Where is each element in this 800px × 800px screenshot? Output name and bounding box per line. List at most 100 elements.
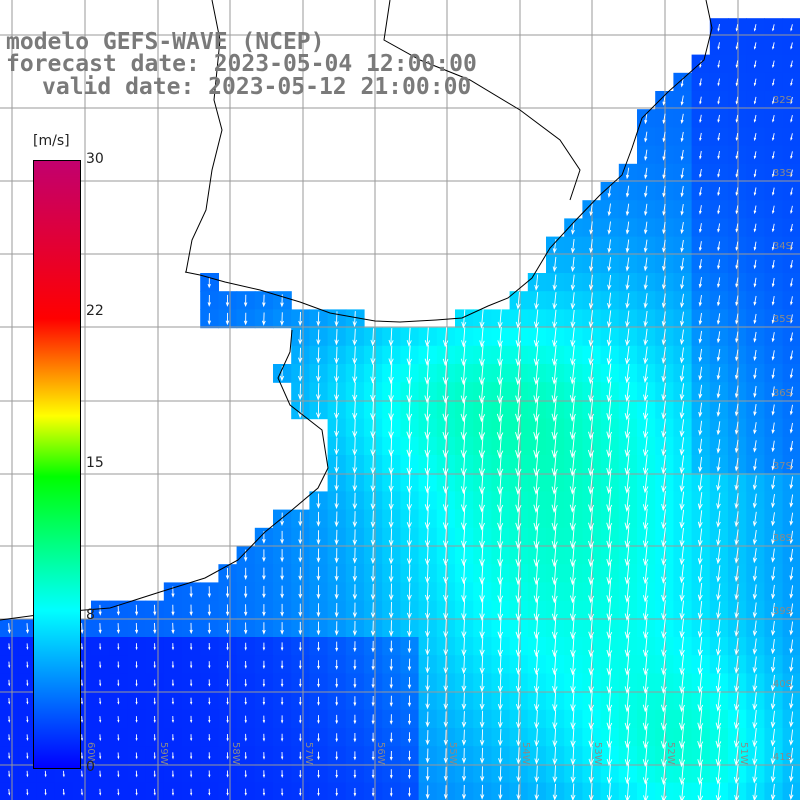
wind-arrow: [679, 509, 685, 529]
wind-arrow: [316, 621, 321, 636]
wind-arrow: [498, 784, 503, 800]
wind-arrow: [716, 528, 721, 547]
wind-arrow: [443, 766, 448, 782]
wind-arrow: [243, 294, 248, 307]
longitude-label: 58W: [230, 742, 241, 765]
wind-arrow: [443, 637, 449, 656]
wind-arrow: [262, 733, 266, 742]
wind-arrow: [661, 275, 666, 290]
wind-arrow: [662, 131, 666, 143]
wind-arrow: [752, 783, 758, 800]
wind-arrow: [770, 710, 776, 729]
wind-arrow: [715, 637, 721, 656]
wind-arrow: [298, 512, 303, 527]
wind-arrow: [552, 327, 558, 348]
wind-arrow: [552, 309, 558, 329]
wind-arrow: [771, 386, 775, 398]
wind-arrow: [317, 696, 320, 706]
latitude-label: 41S: [773, 752, 792, 763]
wind-arrow: [697, 582, 703, 602]
wind-arrow: [406, 417, 413, 440]
wind-arrow: [697, 473, 703, 492]
wind-arrow: [225, 604, 230, 617]
wind-arrow: [225, 294, 230, 307]
wind-arrow: [208, 715, 211, 724]
wind-arrow: [317, 788, 320, 797]
wind-arrow: [752, 511, 757, 527]
wind-arrow: [533, 507, 540, 532]
wind-arrow: [606, 417, 613, 440]
wind-arrow: [515, 309, 521, 329]
wind-arrow: [643, 364, 649, 384]
wind-arrow: [408, 787, 411, 798]
wind-arrow: [642, 545, 649, 567]
wind-arrow: [716, 421, 721, 436]
wind-arrow: [735, 151, 739, 160]
wind-arrow: [316, 511, 321, 527]
wind-arrow: [698, 241, 702, 252]
wind-arrow: [606, 635, 613, 658]
wind-arrow: [715, 690, 722, 712]
wind-arrow: [752, 493, 757, 509]
wind-arrow: [661, 346, 667, 365]
wind-arrow: [752, 620, 758, 637]
wind-arrow: [770, 692, 776, 710]
wind-arrow: [370, 547, 376, 565]
wind-arrow: [699, 60, 702, 69]
wind-arrow: [734, 403, 739, 417]
wind-arrow: [660, 726, 667, 750]
wind-arrow: [734, 385, 739, 399]
wind-arrow: [515, 580, 522, 604]
wind-arrow: [424, 582, 431, 602]
wind-arrow: [789, 332, 793, 343]
wind-arrow: [334, 437, 340, 456]
wind-arrow: [352, 346, 358, 365]
wind-arrow: [752, 638, 758, 655]
wind-arrow: [570, 617, 576, 640]
wind-arrow: [425, 693, 430, 710]
wind-arrow: [660, 690, 667, 713]
wind-arrow: [551, 617, 558, 640]
wind-arrow: [662, 149, 666, 161]
wind-arrow: [662, 239, 666, 253]
wind-arrow: [734, 439, 739, 454]
wind-arrow: [424, 435, 431, 458]
wind-arrow: [442, 362, 449, 385]
wind-arrow: [297, 365, 303, 382]
wind-arrow: [461, 748, 467, 764]
wind-arrow: [606, 727, 613, 749]
wind-arrow: [607, 257, 612, 272]
wind-arrow: [642, 690, 649, 713]
wind-arrow: [280, 642, 284, 651]
wind-arrow: [442, 327, 449, 348]
wind-arrow: [534, 728, 540, 747]
wind-arrow: [443, 618, 449, 639]
wind-arrow: [588, 745, 594, 766]
wind-arrow: [625, 203, 630, 217]
wind-arrow: [407, 695, 412, 708]
wind-arrow: [642, 400, 649, 420]
wind-arrow: [352, 474, 358, 492]
wind-arrow: [533, 525, 540, 550]
wind-arrow: [717, 24, 720, 32]
wind-arrow: [625, 167, 630, 180]
colorbar-tick: 0: [86, 759, 95, 775]
colorbar-tick: 8: [86, 607, 95, 623]
wind-arrow: [698, 420, 703, 436]
wind-arrow: [515, 489, 522, 513]
wind-arrow: [679, 582, 685, 602]
wind-arrow: [534, 765, 540, 783]
wind-arrow: [752, 692, 758, 711]
wind-arrow: [607, 203, 612, 217]
wind-arrow: [371, 677, 375, 689]
wind-arrow: [772, 24, 775, 32]
wind-arrow: [298, 621, 303, 636]
wind-arrow: [716, 349, 721, 362]
wind-arrow: [789, 350, 793, 361]
wind-arrow: [370, 528, 376, 547]
wind-arrow: [588, 489, 595, 513]
wind-arrow: [262, 567, 266, 581]
wind-arrow: [370, 620, 376, 637]
wind-arrow: [607, 274, 612, 291]
wind-arrow: [752, 566, 757, 582]
